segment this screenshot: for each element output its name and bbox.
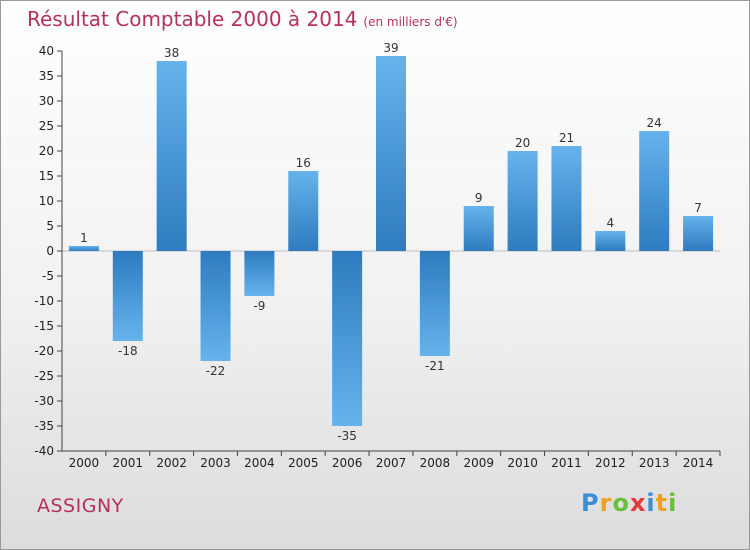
commune-name: ASSIGNY bbox=[37, 495, 124, 517]
x-tick-label: 2013 bbox=[639, 456, 670, 470]
title-text: Résultat Comptable 2000 à 2014 bbox=[27, 7, 358, 31]
bar bbox=[200, 251, 231, 361]
data-label: -9 bbox=[253, 299, 265, 313]
y-tick-label: 15 bbox=[39, 169, 54, 183]
y-tick-label: 10 bbox=[39, 194, 54, 208]
data-label: 7 bbox=[694, 201, 702, 215]
data-label: 38 bbox=[164, 46, 179, 60]
data-label: -18 bbox=[118, 344, 138, 358]
unit-label: (en milliers d'€) bbox=[363, 15, 458, 29]
x-tick-label: 2002 bbox=[156, 456, 187, 470]
x-tick-label: 2008 bbox=[420, 456, 451, 470]
y-tick-label: -20 bbox=[34, 344, 54, 358]
x-tick-label: 2005 bbox=[288, 456, 319, 470]
x-tick-label: 2011 bbox=[551, 456, 582, 470]
y-tick-label: -25 bbox=[34, 369, 54, 383]
data-label: -35 bbox=[337, 429, 357, 443]
bar bbox=[463, 206, 494, 251]
bar bbox=[595, 231, 626, 251]
proxiti-logo: Proxiti bbox=[581, 489, 677, 517]
bar bbox=[551, 146, 582, 251]
x-tick-label: 2003 bbox=[200, 456, 231, 470]
x-tick-label: 2010 bbox=[507, 456, 538, 470]
y-tick-label: -10 bbox=[34, 294, 54, 308]
bar bbox=[507, 151, 538, 251]
data-label: 16 bbox=[296, 156, 311, 170]
y-tick-label: 40 bbox=[39, 44, 54, 58]
data-label: 1 bbox=[80, 231, 88, 245]
y-tick-label: -35 bbox=[34, 419, 54, 433]
data-label: 39 bbox=[383, 41, 398, 55]
y-tick-label: 25 bbox=[39, 119, 54, 133]
bar bbox=[639, 131, 670, 251]
x-tick-label: 2004 bbox=[244, 456, 275, 470]
y-tick-label: 35 bbox=[39, 69, 54, 83]
x-tick-label: 2001 bbox=[113, 456, 144, 470]
data-label: 24 bbox=[647, 116, 662, 130]
bar bbox=[288, 171, 319, 251]
logo-letter: i bbox=[668, 489, 678, 517]
y-tick-label: -5 bbox=[42, 269, 54, 283]
bar bbox=[332, 251, 363, 426]
chart-title: Résultat Comptable 2000 à 2014 (en millie… bbox=[27, 7, 458, 31]
y-tick-label: 30 bbox=[39, 94, 54, 108]
logo-letter: i bbox=[646, 489, 656, 517]
bar bbox=[68, 246, 99, 251]
x-tick-label: 2012 bbox=[595, 456, 626, 470]
x-tick-label: 2006 bbox=[332, 456, 363, 470]
logo-letter: P bbox=[581, 489, 600, 517]
x-tick-label: 2014 bbox=[683, 456, 714, 470]
logo-letter: o bbox=[612, 489, 630, 517]
bar bbox=[376, 56, 406, 251]
y-tick-label: -15 bbox=[34, 319, 54, 333]
x-tick-label: 2000 bbox=[69, 456, 100, 470]
data-label: 9 bbox=[475, 191, 483, 205]
data-label: 21 bbox=[559, 131, 574, 145]
bar bbox=[683, 216, 714, 251]
y-tick-label: 20 bbox=[39, 144, 54, 158]
y-tick-label: -30 bbox=[34, 394, 54, 408]
chart-marks: 40 35 30 25 20 15 10 5 0 -5 -10 -15 -20 -25 -30 -35 -40 2… bbox=[34, 41, 721, 470]
y-tick-label: -40 bbox=[34, 444, 54, 458]
data-label: -21 bbox=[425, 359, 445, 373]
bar bbox=[244, 251, 275, 296]
x-tick-label: 2007 bbox=[376, 456, 407, 470]
x-tick-label: 2009 bbox=[463, 456, 494, 470]
y-tick-label: 5 bbox=[46, 219, 54, 233]
bar bbox=[156, 61, 187, 251]
logo-letter: r bbox=[599, 489, 613, 517]
y-tick-label: 0 bbox=[46, 244, 54, 258]
bar bbox=[419, 251, 450, 356]
logo-letter: t bbox=[655, 489, 669, 517]
bar bbox=[112, 251, 143, 341]
data-label: 4 bbox=[607, 216, 615, 230]
data-label: 20 bbox=[515, 136, 530, 150]
data-label: -22 bbox=[206, 364, 226, 378]
logo-letter: x bbox=[629, 489, 647, 517]
